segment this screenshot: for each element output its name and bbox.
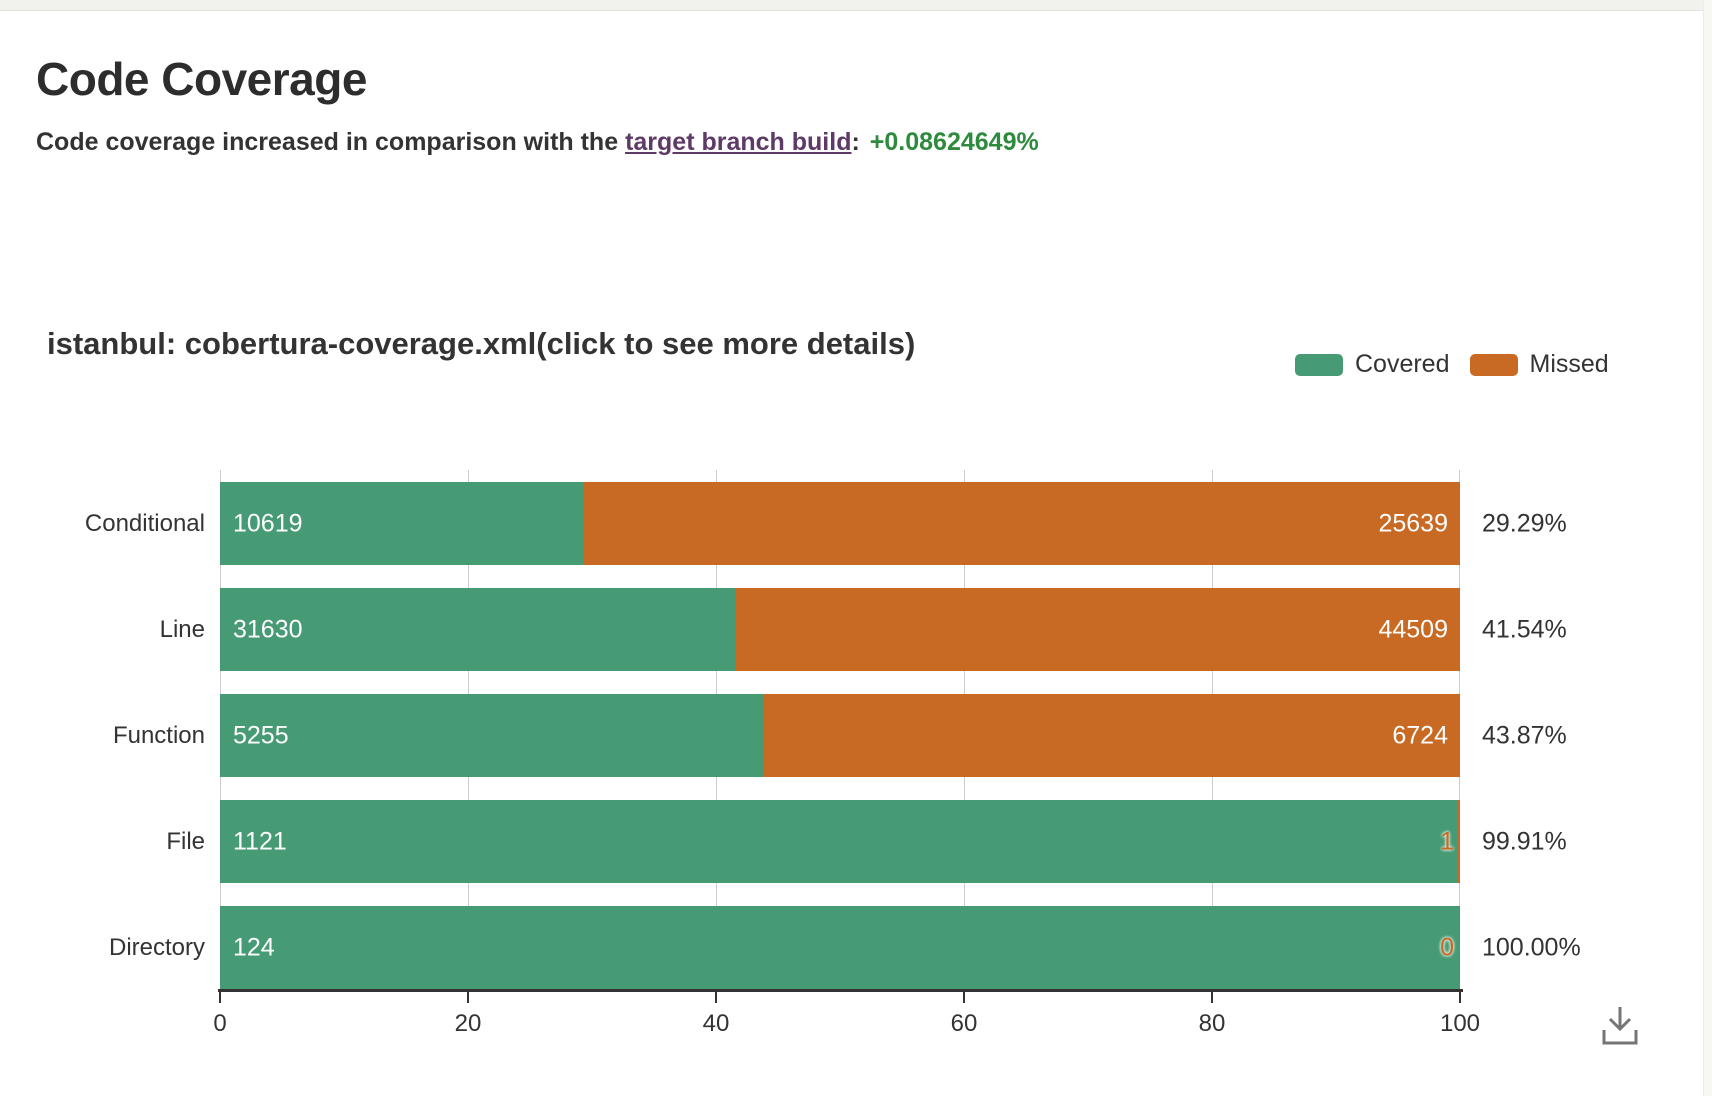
summary-separator: :: [851, 128, 860, 156]
coverage-percent-label: 100.00%: [1482, 933, 1581, 961]
covered-bar-segment[interactable]: [220, 694, 764, 777]
missed-bar-segment[interactable]: [1458, 800, 1460, 883]
missed-value-label: 44509: [1378, 615, 1448, 643]
missed-value-label: 1: [1440, 827, 1454, 855]
target-branch-build-link[interactable]: target branch build: [625, 128, 852, 156]
coverage-chart: istanbul: cobertura-coverage.xml(click t…: [0, 300, 1712, 1096]
category-label: File: [166, 827, 205, 855]
missed-value-label: 0: [1440, 933, 1454, 961]
category-label: Directory: [108, 933, 205, 961]
coverage-summary-text: Code coverage increased in comparison wi…: [36, 128, 1039, 157]
covered-swatch-icon: [1295, 353, 1343, 376]
x-tick-label: 80: [1198, 1010, 1226, 1037]
x-tick-label: 100: [1439, 1010, 1481, 1037]
covered-value-label: 5255: [233, 721, 289, 749]
x-tick-label: 20: [454, 1010, 482, 1037]
missed-bar-segment[interactable]: [583, 482, 1460, 565]
category-label: Conditional: [84, 509, 205, 537]
axis-tick: [963, 992, 965, 1003]
scrollbar-track[interactable]: [1703, 0, 1712, 1096]
covered-value-label: 10619: [233, 509, 303, 537]
missed-swatch-icon: [1469, 353, 1518, 376]
bar-row-directory: 124 0 Directory 100.00%: [109, 906, 1581, 989]
axis-tick: [1459, 992, 1461, 1003]
summary-prefix: Code coverage increased in comparison wi…: [36, 128, 626, 156]
download-icon: [1602, 1007, 1638, 1045]
covered-bar-segment[interactable]: [220, 800, 1459, 883]
legend-item-missed[interactable]: Missed: [1469, 350, 1609, 379]
x-tick-label: 40: [702, 1010, 730, 1037]
covered-bar-segment[interactable]: [220, 906, 1460, 989]
x-axis-line: [218, 989, 1463, 992]
axis-tick: [467, 992, 469, 1003]
covered-bar-segment[interactable]: [220, 482, 584, 565]
covered-value-label: 124: [233, 933, 275, 961]
coverage-percent-label: 43.87%: [1482, 721, 1567, 749]
category-label: Line: [159, 615, 205, 643]
chart-title[interactable]: istanbul: cobertura-coverage.xml(click t…: [47, 326, 916, 361]
page-title: Code Coverage: [36, 53, 367, 105]
bar-row-line: 31630 44509 Line 41.54%: [160, 588, 1567, 671]
download-chart-button[interactable]: [1596, 1002, 1644, 1052]
covered-bar-segment[interactable]: [220, 588, 736, 671]
x-tick-label: 60: [950, 1010, 978, 1037]
chart-legend: Covered Missed: [1295, 350, 1609, 379]
legend-label: Covered: [1355, 350, 1450, 378]
axis-tick: [1211, 992, 1213, 1003]
plot-area[interactable]: 10619 25639 Conditional 29.29% 31630 445…: [85, 470, 1581, 1037]
axis-tick: [219, 992, 221, 1003]
missed-value-label: 6724: [1392, 721, 1448, 749]
x-tick-label: 0: [213, 1010, 227, 1037]
coverage-percent-label: 99.91%: [1482, 827, 1567, 855]
missed-value-label: 25639: [1378, 509, 1448, 537]
covered-value-label: 1121: [233, 827, 287, 855]
missed-bar-segment[interactable]: [735, 588, 1460, 671]
covered-value-label: 31630: [233, 615, 303, 643]
coverage-delta-value: +0.08624649%: [869, 128, 1039, 156]
category-label: Function: [112, 721, 205, 749]
legend-item-covered[interactable]: Covered: [1295, 350, 1450, 379]
bar-row-file: 1121 1 File 99.91%: [166, 800, 1567, 883]
axis-tick: [715, 992, 717, 1003]
coverage-percent-label: 29.29%: [1482, 509, 1567, 537]
coverage-percent-label: 41.54%: [1482, 615, 1567, 643]
legend-label: Missed: [1529, 350, 1609, 378]
missed-bar-segment[interactable]: [763, 694, 1460, 777]
top-divider-strip: [0, 0, 1712, 11]
bar-row-function: 5255 6724 Function 43.87%: [113, 694, 1567, 777]
bar-row-conditional: 10619 25639 Conditional 29.29%: [85, 482, 1567, 565]
